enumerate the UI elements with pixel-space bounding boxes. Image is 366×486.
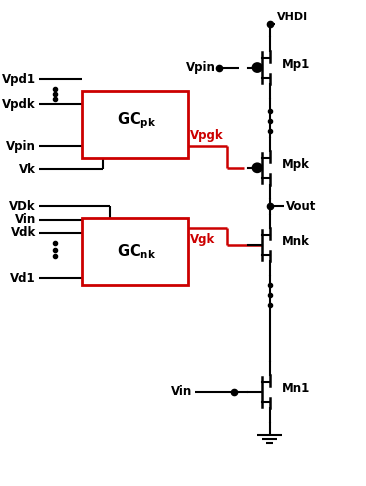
Text: Mnk: Mnk: [282, 235, 310, 248]
Text: Vin: Vin: [171, 385, 192, 398]
Text: Vpdk: Vpdk: [2, 98, 36, 111]
Circle shape: [253, 63, 262, 72]
Text: GC$_{\mathbf{pk}}$: GC$_{\mathbf{pk}}$: [117, 111, 156, 131]
Text: Vgk: Vgk: [190, 233, 215, 246]
Text: Vpin: Vpin: [6, 139, 36, 153]
Text: Mn1: Mn1: [282, 382, 310, 395]
Bar: [82, 91, 188, 158]
Text: Vk: Vk: [19, 163, 36, 176]
Text: Mp1: Mp1: [282, 58, 310, 70]
Text: GC$_{\mathbf{nk}}$: GC$_{\mathbf{nk}}$: [117, 242, 156, 260]
Text: Vpgk: Vpgk: [190, 129, 224, 142]
Text: Vin: Vin: [15, 213, 36, 226]
Text: Vpd1: Vpd1: [2, 73, 36, 86]
Circle shape: [253, 163, 262, 172]
Bar: [82, 218, 188, 285]
Text: VHDI: VHDI: [277, 13, 308, 22]
Text: Vdk: Vdk: [11, 226, 36, 240]
Text: Vout: Vout: [285, 200, 316, 213]
Text: Vd1: Vd1: [10, 272, 36, 285]
Text: Mpk: Mpk: [282, 158, 310, 171]
Text: VDk: VDk: [9, 200, 36, 213]
Text: Vpin: Vpin: [186, 61, 216, 74]
